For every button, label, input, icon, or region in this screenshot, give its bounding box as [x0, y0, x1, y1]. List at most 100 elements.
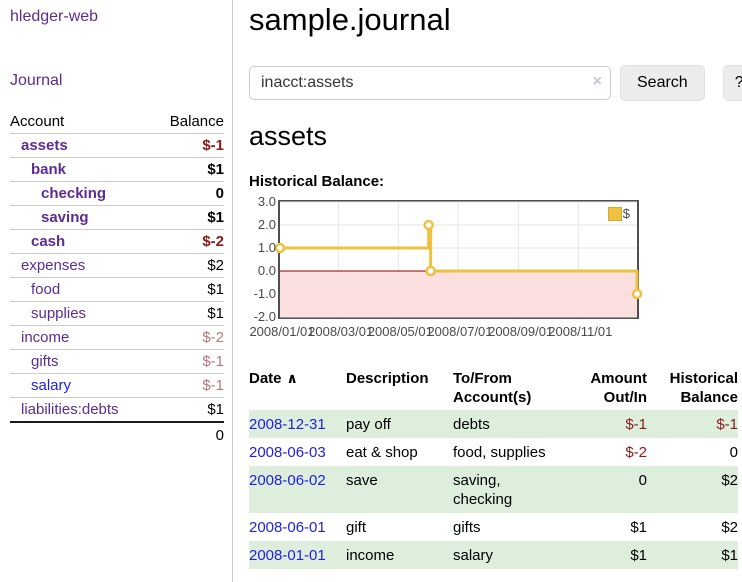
account-link-food[interactable]: food	[31, 281, 61, 298]
account-balance: $-2	[152, 229, 224, 254]
register-date-cell: 2008-01-01	[249, 541, 346, 569]
chart-heading: Historical Balance:	[249, 173, 385, 190]
register-description-cell: save	[346, 472, 378, 489]
register-date-cell: 2008-06-01	[249, 513, 346, 541]
register-description-cell: income	[346, 547, 395, 564]
register-header-label: Description	[346, 370, 429, 387]
register-header-description: Description	[346, 366, 453, 410]
x-tick-label: 2008/05/01	[367, 324, 433, 339]
register-row: 2008-01-01 income salary $1 $1	[249, 541, 738, 569]
account-balance: $1	[152, 157, 224, 182]
search-input[interactable]	[249, 66, 611, 100]
register-row: 2008-06-03 eat & shop food, supplies $-2 0	[249, 438, 738, 466]
account-name-cell: cash	[10, 229, 153, 254]
register-amount-cell: $-2	[625, 444, 647, 461]
account-row: bank $1	[10, 157, 224, 182]
sidebar-item-journal[interactable]: Journal	[10, 72, 63, 89]
help-button[interactable]: ?	[722, 65, 742, 101]
register-balance-cell: $2	[721, 472, 738, 489]
search-box: ×	[249, 66, 611, 100]
register-header-label: Date	[249, 370, 282, 387]
y-tick-label: -1.0	[253, 286, 276, 301]
account-link-assets[interactable]: assets	[21, 137, 68, 154]
y-tick-label: 3.0	[257, 194, 276, 209]
account-name-cell: liabilities:debts	[10, 397, 153, 422]
chart-svg	[274, 201, 643, 318]
register-date-cell: 2008-12-31	[249, 410, 346, 438]
account-link-gifts[interactable]: gifts	[31, 353, 59, 370]
register-balance-cell: $2	[721, 519, 738, 536]
account-balance: 0	[152, 181, 224, 206]
transaction-date-link[interactable]: 2008-06-02	[249, 472, 326, 489]
register-description-cell: eat & shop	[346, 444, 418, 461]
sort-ascending-icon: ∧	[286, 370, 298, 386]
accounts-total-row: 0	[10, 421, 224, 448]
account-balance: $-1	[152, 133, 224, 158]
accounts-total-spacer	[10, 421, 153, 448]
account-link-salary[interactable]: salary	[31, 377, 72, 394]
account-balance: $-1	[152, 349, 224, 374]
account-link-cash[interactable]: cash	[31, 233, 66, 250]
accounts-table: Account Balance assets $-1 bank $1 checking 0…	[10, 110, 224, 448]
register-row: 2008-12-31 pay off debts $-1 $-1	[249, 410, 738, 438]
x-tick-label: 2008/11/01	[548, 324, 613, 339]
transaction-date-link[interactable]: 2008-01-01	[249, 547, 326, 564]
account-link-supplies[interactable]: supplies	[31, 305, 87, 322]
chart-plot-area: $	[274, 200, 643, 319]
register-description-cell: pay off	[346, 416, 391, 433]
x-tick-label: 2008/09/01	[488, 324, 554, 339]
account-row: saving $1	[10, 205, 224, 230]
historical-balance-chart: $ 3.0 2.0 1.0 0.0 -1.0 -2.0 2008/01/01 2008/03…	[249, 194, 742, 346]
account-balance: $1	[152, 277, 224, 302]
register-header-label: Historical Balance	[669, 370, 738, 406]
register-accounts-cell: saving, checking	[453, 472, 513, 508]
register-accounts-cell: salary	[453, 547, 494, 564]
account-name-cell: gifts	[10, 349, 153, 374]
account-row: income $-2	[10, 325, 224, 350]
transaction-date-link[interactable]: 2008-06-01	[249, 519, 326, 536]
chart-legend: $	[607, 206, 630, 221]
accounts-total-value: 0	[152, 421, 224, 448]
account-row: expenses $2	[10, 253, 224, 278]
register-accounts-cell: debts	[453, 416, 490, 433]
account-balance: $1	[152, 205, 224, 230]
account-link-liabilities-debts[interactable]: liabilities:debts	[21, 401, 119, 418]
page-title: sample.journal	[249, 2, 451, 37]
account-name-cell: assets	[10, 133, 153, 158]
register-accounts-cell: gifts	[453, 519, 481, 536]
account-name-cell: checking	[10, 181, 153, 206]
account-link-checking[interactable]: checking	[41, 185, 107, 202]
account-balance: $1	[152, 397, 224, 422]
account-link-saving[interactable]: saving	[41, 209, 89, 226]
transaction-date-link[interactable]: 2008-06-03	[249, 444, 326, 461]
account-row: supplies $1	[10, 301, 224, 326]
sidebar: hledger-web Journal Account Balance asse…	[0, 0, 233, 582]
account-name-cell: bank	[10, 157, 153, 182]
register-amount-cell: 0	[638, 472, 647, 489]
account-row: liabilities:debts $1	[10, 397, 224, 422]
account-link-bank[interactable]: bank	[31, 161, 67, 178]
account-name-cell: expenses	[10, 253, 153, 278]
account-link-income[interactable]: income	[21, 329, 70, 346]
register-header-label: To/From Account(s)	[453, 370, 532, 406]
register-header-date[interactable]: Date ∧	[249, 366, 346, 410]
register-row: 2008-06-02 save saving, checking 0 $2	[249, 466, 738, 513]
account-name-cell: supplies	[10, 301, 153, 326]
clear-search-icon[interactable]: ×	[592, 73, 602, 90]
register-date-cell: 2008-06-02	[249, 466, 346, 513]
account-link-expenses[interactable]: expenses	[21, 257, 86, 274]
brand-link[interactable]: hledger-web	[10, 8, 99, 25]
account-name-cell: salary	[10, 373, 153, 398]
account-name-cell: income	[10, 325, 153, 350]
register-date-cell: 2008-06-03	[249, 438, 346, 466]
search-button[interactable]: Search	[620, 65, 705, 101]
x-tick-label: 2008/01/01	[249, 324, 315, 339]
account-row: salary $-1	[10, 373, 224, 398]
y-tick-label: 0.0	[257, 263, 276, 278]
register-header-to-from-account-s-: To/From Account(s)	[453, 366, 565, 410]
register-amount-cell: $-1	[625, 416, 647, 433]
account-heading: assets	[249, 121, 328, 151]
x-tick-label: 2008/07/01	[427, 324, 493, 339]
transaction-date-link[interactable]: 2008-12-31	[249, 416, 326, 433]
